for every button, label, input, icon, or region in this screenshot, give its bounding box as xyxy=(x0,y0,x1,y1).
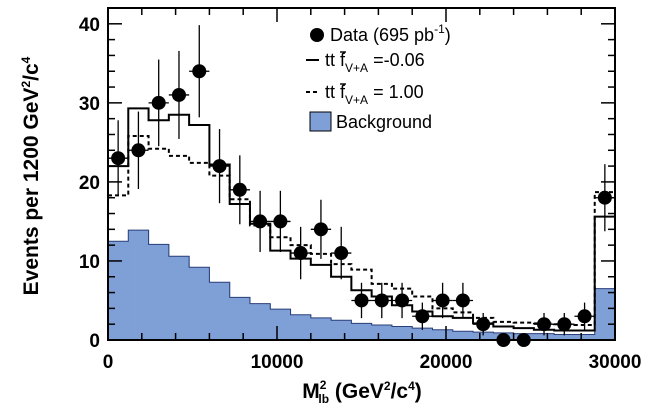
data-point xyxy=(171,87,186,102)
x-axis-title: M2 lb (GeV2/c4) xyxy=(302,378,422,406)
background-bar xyxy=(270,309,292,340)
data-point xyxy=(131,143,146,158)
data-point xyxy=(415,309,430,324)
data-point xyxy=(435,293,450,308)
background-bar xyxy=(148,244,170,340)
legend-solid-label: tt fV+A =-0.06 xyxy=(325,50,425,75)
data-point xyxy=(111,151,126,166)
data-point xyxy=(253,214,268,229)
legend-dashed-label: tt fV+A = 1.00 xyxy=(325,82,424,107)
fva-minus-0-06-histogram-line xyxy=(108,107,615,332)
background-bar xyxy=(452,331,474,340)
background-bar xyxy=(574,334,596,340)
data-point xyxy=(476,317,491,332)
x-tick-label: 20000 xyxy=(420,352,473,373)
data-point xyxy=(151,95,166,110)
data-point xyxy=(577,309,592,324)
background-bar xyxy=(128,230,150,340)
legend-data-label: Data (695 pb-1) xyxy=(330,22,451,45)
axis-ticks xyxy=(107,8,616,341)
legend-background-label: Background xyxy=(336,112,432,132)
data-point xyxy=(354,293,369,308)
data-point xyxy=(212,159,227,174)
background-bar xyxy=(432,329,454,340)
x-tick-label: 10000 xyxy=(251,352,304,373)
background-bar xyxy=(351,323,373,340)
data-point xyxy=(232,182,247,197)
data-point xyxy=(597,190,612,205)
data-point xyxy=(273,214,288,229)
background-bar xyxy=(189,267,210,340)
mc-histograms xyxy=(108,107,615,332)
background-bar xyxy=(209,282,231,340)
legend-background-swatch xyxy=(309,111,332,132)
data-point xyxy=(395,293,410,308)
axis-tick-labels: 0 10 20 30 40 0 10000 20000 30000 xyxy=(79,15,642,373)
y-axis-title: Events per 1200 GeV2/c4 xyxy=(19,56,43,295)
background-bar xyxy=(554,334,576,340)
legend: Data (695 pb-1) tt fV+A =-0.06 tt fV+A =… xyxy=(306,22,451,132)
background-bar xyxy=(168,256,190,340)
background-bar xyxy=(594,288,616,340)
legend-data-marker xyxy=(310,28,324,42)
data-point xyxy=(557,317,572,332)
data-point xyxy=(313,222,328,237)
background-bar xyxy=(108,241,129,340)
data-point xyxy=(455,293,470,308)
y-tick-label: 0 xyxy=(89,331,100,352)
x-tick-label: 30000 xyxy=(589,352,642,373)
y-tick-label: 30 xyxy=(79,94,100,115)
y-tick-label: 10 xyxy=(79,252,100,273)
fva-1-histogram-line xyxy=(108,135,615,326)
background-bar xyxy=(473,332,494,340)
background-bar xyxy=(533,333,555,340)
background-bar xyxy=(412,328,434,340)
background-bar xyxy=(371,324,393,340)
background-bar xyxy=(229,297,251,340)
background-bar xyxy=(310,317,332,340)
background-bar xyxy=(249,303,271,340)
x-tick-label: 0 xyxy=(103,352,114,373)
y-tick-label: 20 xyxy=(79,173,100,194)
background-bar xyxy=(290,314,312,340)
data-point xyxy=(334,246,349,261)
plot-frame xyxy=(107,7,616,341)
data-point xyxy=(537,317,552,332)
background-bar xyxy=(331,320,352,340)
data-point xyxy=(374,293,389,308)
data-point xyxy=(192,64,207,79)
data-point xyxy=(293,246,308,261)
y-tick-label: 40 xyxy=(79,15,100,36)
background-bar xyxy=(391,326,413,340)
